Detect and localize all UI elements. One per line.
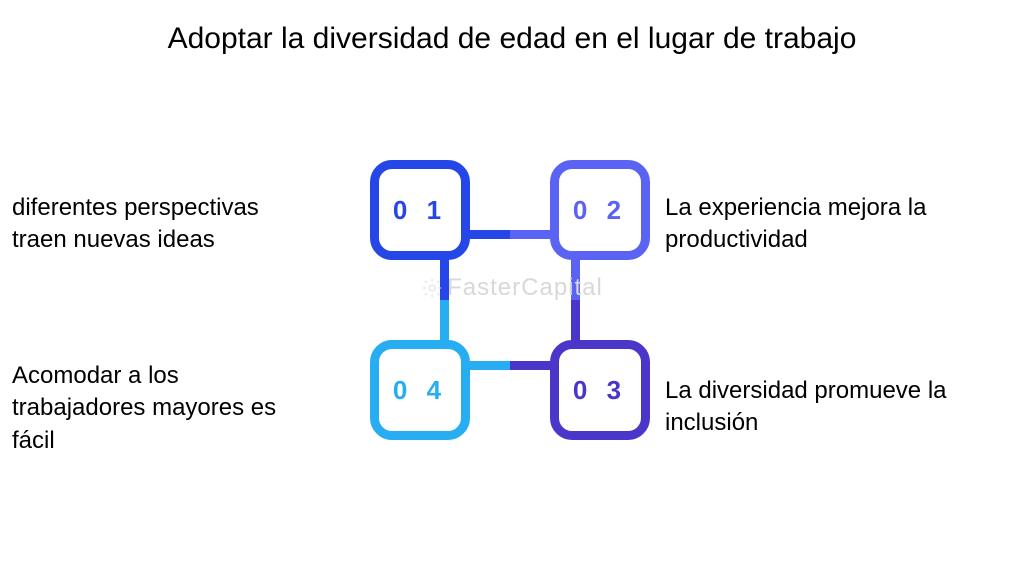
node-03-number: 0 3 (573, 375, 627, 406)
connector-right (571, 250, 580, 350)
node-01: 0 1 (370, 160, 470, 260)
node-02-number: 0 2 (573, 195, 627, 226)
connector-bottom (460, 361, 560, 370)
label-02: La experiencia mejora la productividad (665, 192, 1005, 257)
label-04: Acomodar a los trabajadores mayores es f… (12, 360, 312, 457)
node-02: 0 2 (550, 160, 650, 260)
label-01: diferentes perspectivas traen nuevas ide… (12, 192, 292, 257)
connector-left (440, 250, 449, 350)
infographic-diagram: 0 1 0 2 0 4 0 3 (370, 160, 670, 460)
node-04-number: 0 4 (393, 375, 447, 406)
label-03: La diversidad promueve la inclusión (665, 375, 1015, 440)
connector-top (460, 230, 560, 239)
page-title: Adoptar la diversidad de edad en el luga… (0, 22, 1024, 56)
node-01-number: 0 1 (393, 195, 447, 226)
node-04: 0 4 (370, 340, 470, 440)
node-03: 0 3 (550, 340, 650, 440)
